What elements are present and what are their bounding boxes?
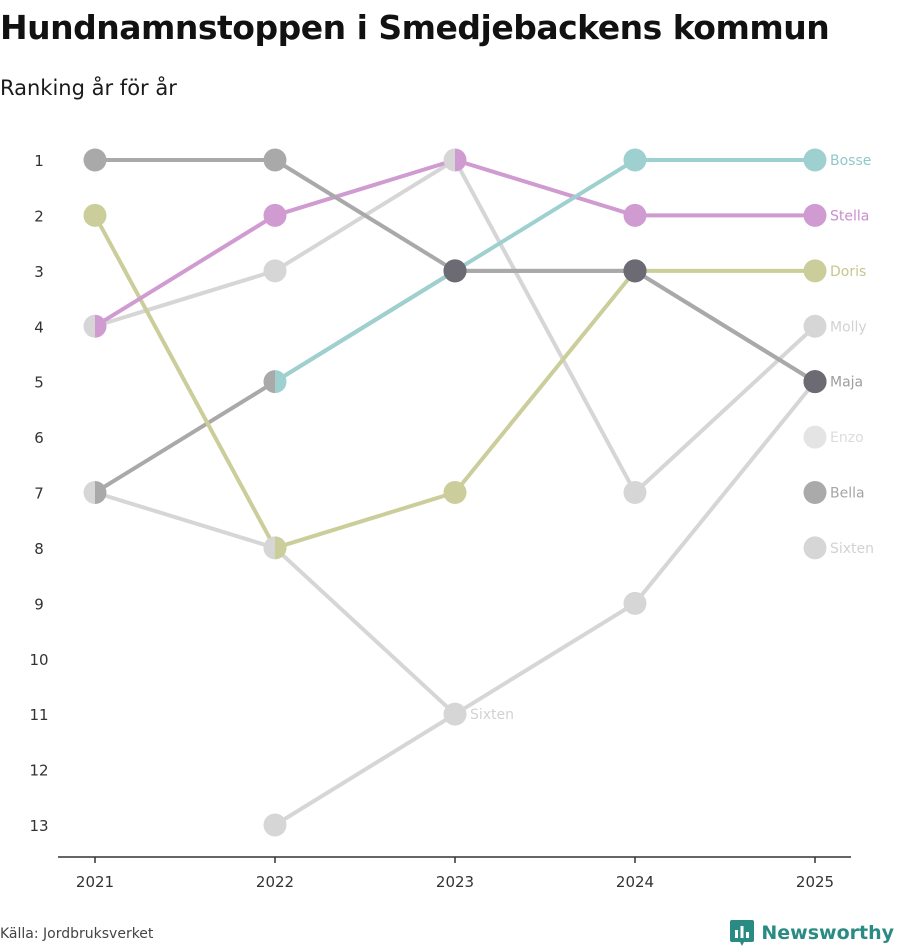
series-labels: Bosse Stella Doris Molly Maja Enzo Bella Sixten… <box>470 153 874 723</box>
data-point <box>263 813 287 837</box>
end-label-sixten: Sixten <box>830 541 874 557</box>
y-tick-label: 4 <box>34 318 44 336</box>
series-line-maja <box>93 268 817 495</box>
y-tick-label: 13 <box>29 817 48 835</box>
data-point <box>623 591 647 615</box>
data-point-left-half <box>263 536 275 560</box>
data-point <box>263 259 287 283</box>
data-point <box>263 148 287 172</box>
data-point <box>803 536 827 560</box>
data-point-right-half <box>275 536 287 560</box>
series-line-sixten <box>273 712 457 827</box>
end-label-molly: Molly <box>830 319 867 335</box>
data-point-right-half <box>95 314 107 338</box>
y-tick-label: 8 <box>34 540 44 558</box>
series-line-bosse <box>273 158 815 384</box>
series-line-stella <box>93 158 815 328</box>
source-note: Källa: Jordbruksverket <box>0 926 154 942</box>
series-line-molly <box>94 158 817 495</box>
data-point-right-half <box>455 148 467 172</box>
y-tick-label: 11 <box>29 706 48 724</box>
end-label-enzo: Enzo <box>830 430 864 446</box>
x-tick-label: 2024 <box>616 873 654 891</box>
data-point <box>623 203 647 227</box>
bar-chart-icon <box>730 920 755 946</box>
y-tick-label: 7 <box>34 485 44 503</box>
data-point-left-half <box>83 481 95 504</box>
y-tick-label: 3 <box>34 263 44 281</box>
x-tick-label: 2021 <box>76 873 114 891</box>
data-point-left-half <box>263 370 275 394</box>
end-label-stella: Stella <box>830 208 869 224</box>
data-point-highlight <box>803 370 827 394</box>
y-tick-label: 6 <box>34 429 44 447</box>
series-line-sixten <box>94 380 817 717</box>
x-tick-label: 2023 <box>436 873 474 891</box>
data-point-left-half <box>443 148 455 172</box>
chart-title: Hundnamnstoppen i Smedjebackens kommun <box>0 8 830 47</box>
data-point <box>803 148 827 172</box>
data-point <box>803 425 827 449</box>
y-tick-label: 1 <box>34 152 44 170</box>
data-point <box>443 702 467 726</box>
x-tick-label: 2025 <box>796 873 834 891</box>
data-point <box>623 148 647 172</box>
y-tick-label: 12 <box>29 762 48 780</box>
end-label-doris: Doris <box>830 264 866 280</box>
y-tick-label: 5 <box>34 374 44 392</box>
y-tick-label: 10 <box>29 651 48 669</box>
data-point <box>83 203 107 227</box>
data-point-left-half <box>83 314 95 338</box>
data-point-right-half <box>275 370 287 394</box>
data-point <box>803 314 827 338</box>
end-label-bella: Bella <box>830 486 865 502</box>
data-point <box>443 481 467 504</box>
series-points <box>83 148 827 837</box>
brand-name: Newsworthy <box>761 922 894 944</box>
data-point <box>83 148 107 172</box>
x-axis: 2021 2022 2023 2024 2025 <box>58 856 851 891</box>
y-tick-label: 9 <box>34 595 44 613</box>
data-point <box>263 203 287 227</box>
data-point <box>623 481 647 504</box>
end-label-bosse: Bosse <box>830 153 871 169</box>
chart-subtitle: Ranking år för år <box>0 76 177 100</box>
data-point <box>803 481 827 504</box>
data-point <box>803 203 827 227</box>
data-point-highlight <box>443 259 467 283</box>
y-tick-label: 2 <box>34 207 44 225</box>
inline-label-sixten: Sixten <box>470 707 514 723</box>
brand-logo: Newsworthy <box>729 918 894 948</box>
x-tick-label: 2022 <box>256 873 294 891</box>
end-label-maja: Maja <box>830 375 863 391</box>
data-point-right-half <box>95 481 107 504</box>
data-point <box>803 259 827 283</box>
data-point-highlight <box>623 259 647 283</box>
